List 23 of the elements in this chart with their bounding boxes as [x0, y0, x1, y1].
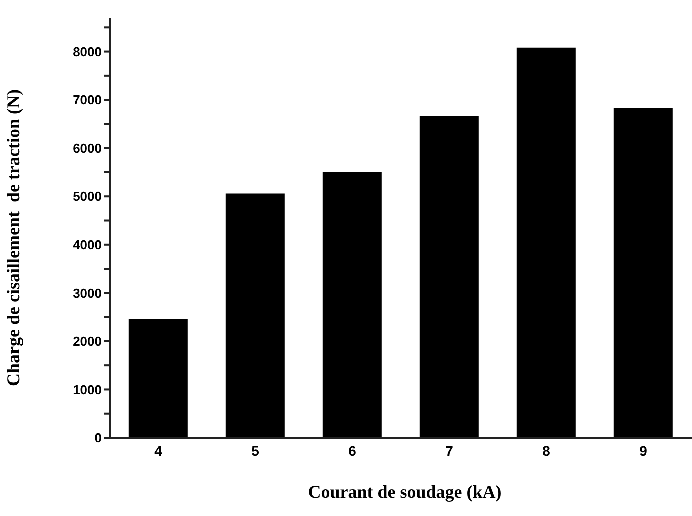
y-tick-label: 1000: [73, 382, 102, 398]
y-tick-label: 4000: [73, 238, 102, 253]
y-tick-label: 6000: [73, 140, 102, 156]
y-tick-label: 0: [94, 430, 102, 446]
x-tick-label: 5: [252, 442, 260, 459]
x-tick-label: 6: [348, 442, 357, 459]
bar: [226, 194, 285, 438]
x-tick-label: 7: [446, 442, 454, 459]
x-tick-label: 8: [542, 442, 551, 459]
bar: [614, 108, 673, 438]
bar: [128, 319, 188, 438]
bar: [516, 48, 576, 438]
y-tick-label: 7000: [73, 92, 102, 108]
y-tick-label: 8000: [73, 44, 102, 60]
x-tick-label: 9: [640, 442, 648, 459]
bar: [322, 172, 382, 438]
y-axis-title: Charge de cisaillement de traction (N): [4, 90, 24, 386]
bar: [420, 116, 479, 438]
x-tick-label: 4: [154, 442, 163, 459]
y-tick-label: 5000: [73, 189, 102, 204]
x-axis-title: Courant de soudage (kA): [307, 482, 503, 503]
y-tick-label: 2000: [73, 334, 102, 350]
y-tick-label: 3000: [73, 286, 102, 301]
